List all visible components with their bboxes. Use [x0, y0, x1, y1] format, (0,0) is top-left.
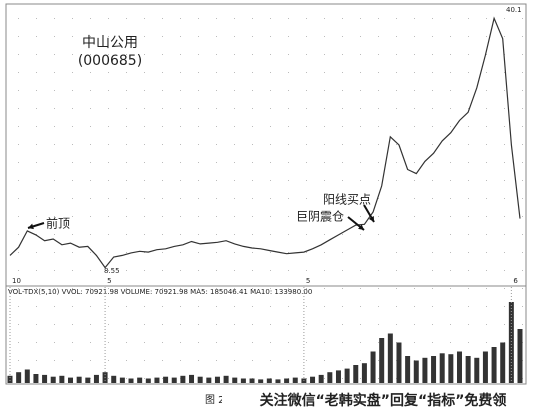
volume-bar [275, 379, 281, 383]
volume-bar [396, 342, 402, 383]
chart-subtitle: (000685) [78, 53, 142, 69]
volume-bar [206, 377, 212, 383]
x-tick-label: 5 [306, 277, 310, 285]
volume-bar [422, 357, 428, 383]
volume-bar [33, 374, 39, 383]
volume-bar [24, 369, 30, 383]
annotation: 40.1 [506, 6, 522, 14]
volume-bar [197, 376, 203, 383]
volume-bar [335, 370, 341, 383]
volume-bar [431, 356, 437, 383]
volume-bar [119, 377, 125, 383]
volume-bar [128, 378, 134, 383]
volume-bar [448, 354, 454, 383]
volume-bar [16, 372, 22, 383]
volume-bar [387, 333, 393, 383]
volume-bar [137, 377, 143, 383]
volume-bar [214, 376, 220, 383]
volume-bar [482, 351, 488, 383]
volume-bar [85, 377, 91, 383]
volume-bar [249, 378, 255, 383]
volume-bar [59, 375, 65, 383]
volume-header: VOL-TDX(5,10) VVOL: 70921.98 VOLUME: 709… [8, 288, 312, 296]
volume-bar [344, 368, 350, 383]
frame [5, 3, 527, 385]
watermark: 关注微信“老韩实盘”回复“指标”免费领 [260, 392, 507, 409]
price-line [9, 16, 521, 269]
volume-bar [353, 365, 359, 383]
volume-bar [93, 374, 99, 383]
volume-bar [361, 363, 367, 383]
grid-background [6, 4, 526, 384]
volume-bar [327, 372, 333, 383]
volume-bar [465, 356, 471, 383]
volume-bar [258, 379, 264, 383]
annotation: 阳线买点 [323, 193, 371, 207]
volume-bar [405, 356, 411, 383]
volume-bar [42, 374, 48, 383]
volume-bar [318, 374, 324, 383]
volume-bar [76, 376, 82, 383]
volume-bar [474, 357, 480, 383]
volume-bar [500, 342, 506, 383]
volume-bar [413, 360, 419, 383]
x-tick-label: 10 [12, 277, 21, 285]
volume-bar [232, 377, 238, 383]
volume-bar [491, 347, 497, 383]
volume-bar [223, 375, 229, 383]
volume-bar [180, 375, 186, 383]
volume-bar [310, 376, 316, 383]
annotation: 8.55 [104, 267, 120, 275]
volume-bar [7, 375, 13, 383]
volume-bar [68, 377, 74, 383]
volume-bar [171, 377, 177, 383]
watermark-bg [222, 389, 544, 413]
volume-bar [50, 376, 56, 383]
volume-bar [240, 378, 246, 383]
x-tick-label: 6 [513, 277, 518, 285]
annotation: 巨阴震仓 [296, 210, 344, 224]
volume-bar [163, 376, 169, 383]
volume-bar [439, 353, 445, 383]
volume-bar [111, 375, 117, 383]
arrow-head [368, 216, 374, 222]
volume-bar [456, 351, 462, 383]
volume-bar [189, 374, 195, 383]
annotation: 前顶 [46, 216, 70, 231]
volume-bar [292, 377, 298, 383]
x-tick-label: 5 [107, 277, 111, 285]
volume-bar [370, 351, 376, 383]
volume-bar [379, 338, 385, 383]
arrow-head [358, 224, 364, 230]
arrow-head [28, 223, 34, 230]
volume-bar [266, 378, 272, 383]
volume-bar [145, 378, 151, 383]
chart-title: 中山公用 [82, 35, 138, 51]
volume-bar [284, 378, 290, 383]
volume-bar [154, 377, 160, 383]
volume-bar [508, 302, 514, 383]
volume-bar [517, 329, 523, 383]
